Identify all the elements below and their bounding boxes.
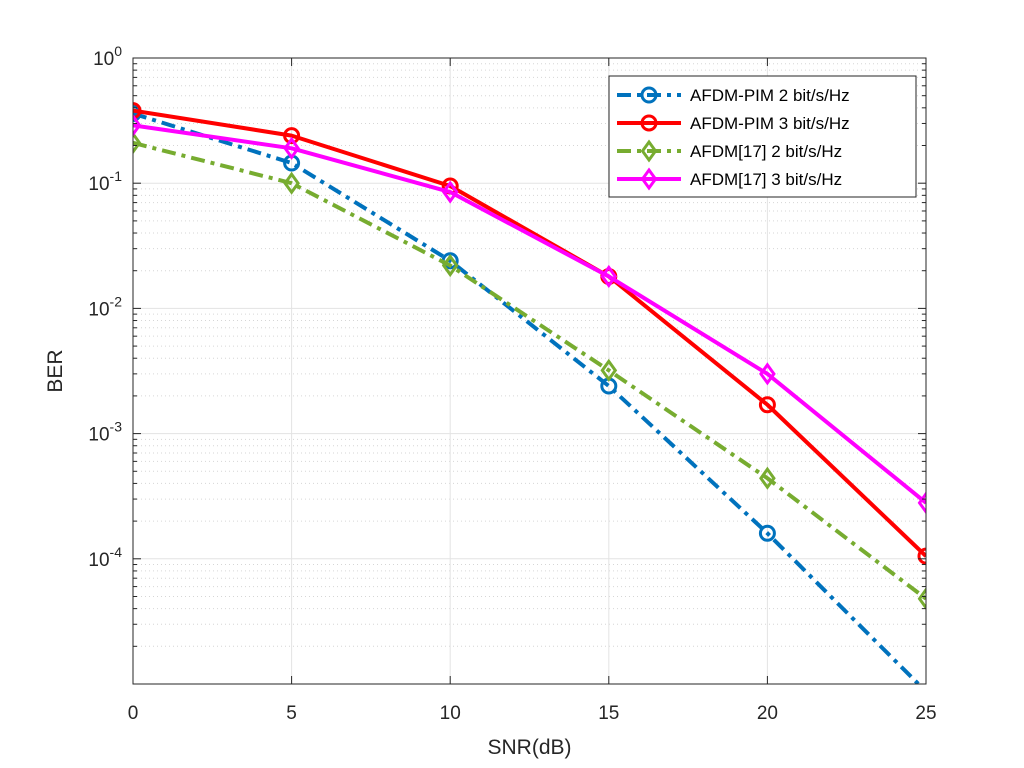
legend-item-afdm-17-2-bit-s-hz: AFDM[17] 2 bit/s/Hz xyxy=(617,139,842,163)
legend-item-afdm-pim-3-bit-s-hz: AFDM-PIM 3 bit/s/Hz xyxy=(617,114,850,133)
data-point-afdm-pim-2-bit-s-hz xyxy=(758,524,776,542)
x-tick-label: 0 xyxy=(128,703,139,724)
y-tick-label: 10-2 xyxy=(88,293,122,320)
y-tick-label: 100 xyxy=(93,43,122,70)
x-tick-label: 15 xyxy=(598,703,619,724)
y-tick-label: 10-4 xyxy=(88,544,122,571)
data-point-afdm-pim-3-bit-s-hz xyxy=(917,547,926,565)
series-line-afdm-17-3-bit-s-hz xyxy=(133,123,926,505)
data-point-afdm-17-2-bit-s-hz xyxy=(283,171,300,195)
data-point-afdm-17-2-bit-s-hz xyxy=(133,131,142,155)
series-afdm-17-2-bit-s-hz xyxy=(133,131,926,611)
legend-label-afdm-17-3-bit-s-hz: AFDM[17] 3 bit/s/Hz xyxy=(690,170,842,189)
legend-marker-afdm-pim-3-bit-s-hz xyxy=(640,114,658,132)
plot-frame xyxy=(132,57,927,685)
data-point-afdm-17-2-bit-s-hz xyxy=(441,253,459,278)
x-tick-label: 10 xyxy=(440,703,461,724)
ticks-layer xyxy=(132,57,927,684)
legend-marker-afdm-17-2-bit-s-hz xyxy=(640,139,658,163)
data-point-afdm-17-2-bit-s-hz xyxy=(600,358,618,382)
legend: AFDM-PIM 2 bit/s/Hz AFDM-PIM 3 bit/s/Hz AF… xyxy=(608,75,917,198)
x-tick-label: 5 xyxy=(286,703,297,724)
data-point-afdm-pim-3-bit-s-hz xyxy=(283,127,301,145)
data-point-afdm-17-3-bit-s-hz xyxy=(441,180,459,204)
series-line-afdm-pim-2-bit-s-hz xyxy=(133,111,922,684)
y-tick-label: 10-3 xyxy=(88,419,122,446)
legend-label-afdm-pim-2-bit-s-hz: AFDM-PIM 2 bit/s/Hz xyxy=(690,86,850,105)
legend-marker-afdm-pim-2-bit-s-hz xyxy=(640,86,658,104)
data-point-afdm-17-2-bit-s-hz xyxy=(917,587,926,611)
legend-item-afdm-17-3-bit-s-hz: AFDM[17] 3 bit/s/Hz xyxy=(617,167,842,191)
y-tick-label: 10-1 xyxy=(88,168,122,195)
series-layer xyxy=(133,102,926,684)
x-tick-label: 25 xyxy=(915,703,936,724)
legend-label-afdm-pim-3-bit-s-hz: AFDM-PIM 3 bit/s/Hz xyxy=(690,114,850,133)
data-point-afdm-17-3-bit-s-hz xyxy=(600,264,618,289)
data-point-afdm-17-3-bit-s-hz xyxy=(759,362,776,386)
data-point-afdm-17-3-bit-s-hz xyxy=(283,136,300,160)
data-point-afdm-17-3-bit-s-hz xyxy=(133,113,142,137)
x-tick-labels: 0 5 10 15 20 25 xyxy=(128,703,937,724)
series-afdm-17-3-bit-s-hz xyxy=(133,113,926,515)
series-line-afdm-17-2-bit-s-hz xyxy=(133,140,926,601)
data-point-afdm-pim-3-bit-s-hz xyxy=(133,102,142,120)
series-line-afdm-pim-3-bit-s-hz xyxy=(133,108,926,558)
legend-item-afdm-pim-2-bit-s-hz: AFDM-PIM 2 bit/s/Hz xyxy=(617,86,850,105)
y-tick-labels: 100 10-1 10-2 10-3 10-4 xyxy=(88,43,122,571)
legend-label-afdm-17-2-bit-s-hz: AFDM[17] 2 bit/s/Hz xyxy=(690,142,842,161)
x-tick-label: 20 xyxy=(757,703,778,724)
data-point-afdm-17-3-bit-s-hz xyxy=(917,491,926,515)
data-point-afdm-pim-3-bit-s-hz xyxy=(758,396,776,414)
x-axis-label: SNR(dB) xyxy=(487,736,571,759)
legend-marker-afdm-17-3-bit-s-hz xyxy=(640,167,658,191)
y-axis-label: BER xyxy=(44,349,67,392)
data-point-afdm-17-2-bit-s-hz xyxy=(759,466,776,490)
